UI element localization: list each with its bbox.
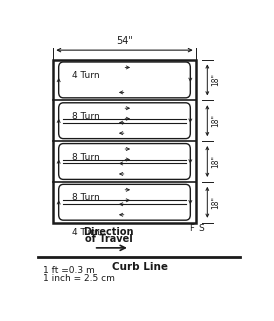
Text: 18": 18" [212, 196, 221, 209]
Text: 8 Turn: 8 Turn [72, 112, 100, 121]
Text: 8 Turn: 8 Turn [72, 152, 100, 161]
Text: 18": 18" [212, 74, 221, 86]
Text: Direction: Direction [83, 228, 134, 238]
Text: of Travel: of Travel [85, 234, 132, 244]
Text: 54": 54" [116, 36, 133, 47]
Text: 8 Turn: 8 Turn [72, 193, 100, 202]
Text: 1 ft =0.3 m: 1 ft =0.3 m [43, 266, 95, 275]
Text: 4 Turn: 4 Turn [72, 71, 100, 80]
Text: 4 Turn: 4 Turn [72, 228, 100, 237]
Text: 18": 18" [212, 114, 221, 127]
Text: F: F [189, 224, 193, 233]
Text: 18": 18" [212, 155, 221, 168]
Text: S: S [199, 224, 205, 233]
Text: Curb Line: Curb Line [112, 262, 169, 272]
Text: 1 inch = 2.5 cm: 1 inch = 2.5 cm [43, 274, 115, 283]
